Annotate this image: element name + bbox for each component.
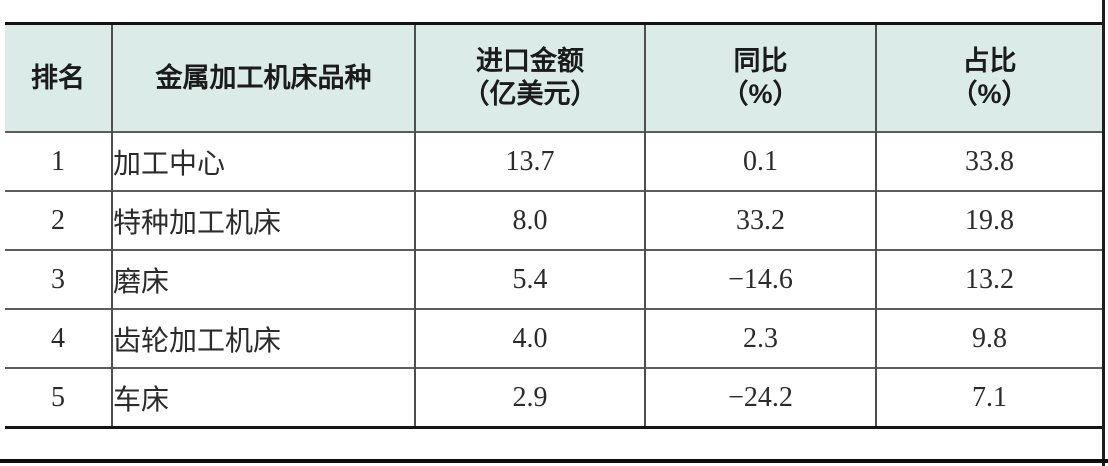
cell-import-amount: 13.7 (414, 131, 645, 191)
table-row: 3 磨床 5.4 −14.6 13.2 (5, 249, 1102, 309)
page-bottom-border (0, 459, 1108, 463)
machine-tool-import-table: 排名 金属加工机床品种 进口金额 （亿美元） 同比 （%） 占比 （%） (5, 22, 1102, 429)
cell-rank: 2 (5, 190, 112, 250)
cell-yoy: −14.6 (644, 249, 876, 309)
cell-rank: 3 (5, 249, 112, 309)
col-header-share-label: 占比 (962, 46, 1017, 76)
col-header-rank-label: 排名 (31, 62, 85, 93)
cell-rank: 5 (5, 367, 112, 428)
col-header-yoy-unit: （%） (721, 79, 800, 109)
cell-rank: 1 (5, 131, 112, 191)
col-header-import-amount-label: 进口金额 (476, 46, 584, 76)
cell-rank: 4 (5, 308, 112, 368)
col-header-yoy: 同比 （%） (644, 23, 876, 132)
table-row: 2 特种加工机床 8.0 33.2 19.8 (5, 190, 1102, 250)
cell-yoy: −24.2 (644, 367, 876, 428)
cell-variety: 车床 (111, 367, 415, 428)
header-row: 排名 金属加工机床品种 进口金额 （亿美元） 同比 （%） 占比 （%） (5, 23, 1102, 132)
cell-yoy: 2.3 (644, 308, 876, 368)
col-header-share-unit: （%） (950, 79, 1029, 109)
table-row: 4 齿轮加工机床 4.0 2.3 9.8 (5, 308, 1102, 368)
col-header-import-amount: 进口金额 （亿美元） (414, 23, 645, 132)
cell-share: 9.8 (875, 308, 1102, 368)
cell-share: 7.1 (875, 367, 1102, 428)
cell-share: 33.8 (875, 131, 1102, 191)
cell-share: 13.2 (875, 249, 1102, 309)
page-right-border (1102, 0, 1105, 466)
col-header-variety: 金属加工机床品种 (111, 23, 415, 132)
col-header-import-amount-unit: （亿美元） (462, 79, 598, 109)
cell-variety: 磨床 (111, 249, 415, 309)
col-header-rank: 排名 (5, 23, 112, 132)
table-row: 1 加工中心 13.7 0.1 33.8 (5, 131, 1102, 191)
cell-import-amount: 2.9 (414, 367, 645, 428)
cell-variety: 加工中心 (111, 131, 415, 191)
cell-share: 19.8 (875, 190, 1102, 250)
table-row: 5 车床 2.9 −24.2 7.1 (5, 367, 1102, 428)
col-header-variety-label: 金属加工机床品种 (155, 62, 372, 93)
cell-yoy: 0.1 (644, 131, 876, 191)
col-header-yoy-label: 同比 (733, 46, 788, 76)
cell-variety: 特种加工机床 (111, 190, 415, 250)
cell-variety: 齿轮加工机床 (111, 308, 415, 368)
col-header-share: 占比 （%） (875, 23, 1102, 132)
cell-yoy: 33.2 (644, 190, 876, 250)
cell-import-amount: 5.4 (414, 249, 645, 309)
cell-import-amount: 4.0 (414, 308, 645, 368)
cell-import-amount: 8.0 (414, 190, 645, 250)
